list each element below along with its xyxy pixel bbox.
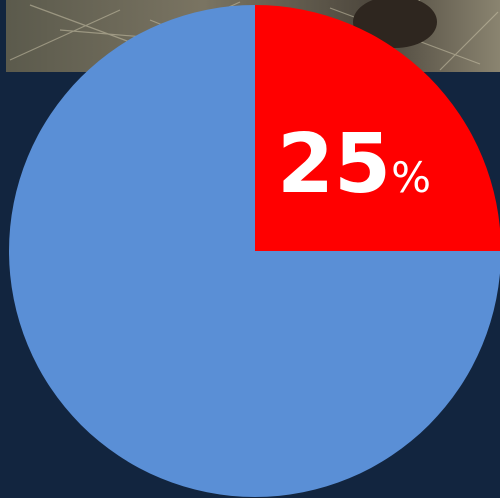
pie-slice — [255, 5, 500, 251]
pie: 25% — [9, 5, 500, 497]
pie-slice — [9, 5, 500, 497]
slice-label: 25% — [277, 117, 431, 212]
